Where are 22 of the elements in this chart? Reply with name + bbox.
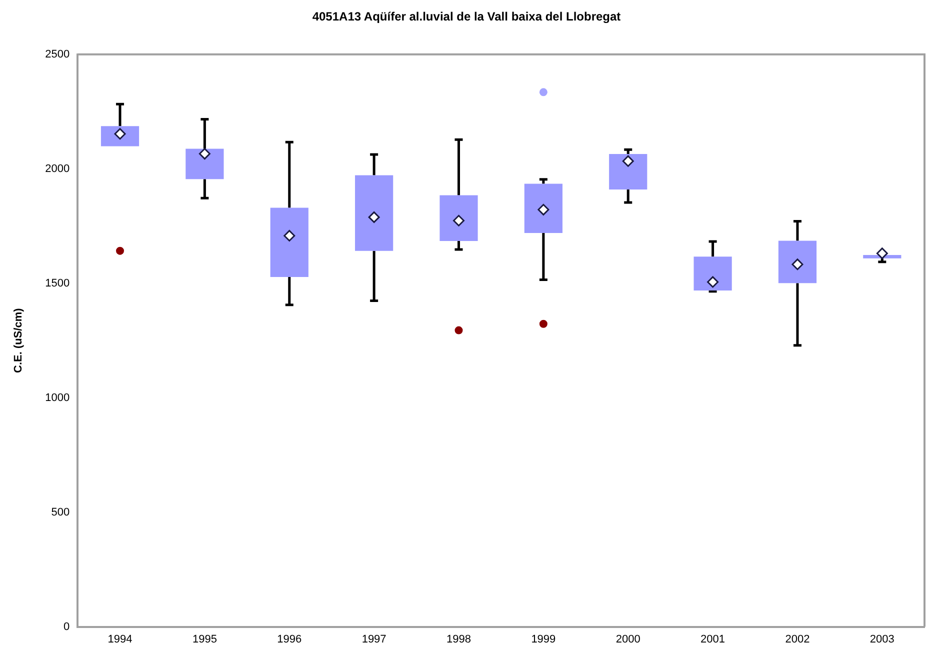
y-tick-label: 1500 — [45, 277, 70, 290]
point — [454, 326, 463, 334]
x-tick-label: 1998 — [446, 633, 471, 646]
y-axis-title: C.E. (uS/cm) — [12, 308, 25, 373]
y-tick-label: 2500 — [45, 48, 70, 60]
x-tick-label: 1999 — [531, 633, 556, 646]
x-tick-label: 2000 — [616, 633, 640, 646]
point — [539, 320, 548, 328]
x-tick-label: 1995 — [192, 633, 217, 646]
y-tick-label: 1000 — [45, 392, 70, 404]
chart-title: 4051A13 Aqüífer al.luvial de la Vall baixa del Llobregat — [312, 10, 621, 24]
x-tick-label: 2003 — [870, 633, 894, 646]
y-tick-label: 500 — [51, 506, 70, 518]
x-tick-label: 2001 — [700, 633, 726, 646]
x-tick-label: 1997 — [362, 633, 386, 646]
point — [116, 246, 124, 255]
y-tick-label: 0 — [64, 620, 70, 633]
x-tick-label: 1996 — [277, 633, 302, 646]
x-tick-label: 2002 — [785, 633, 810, 646]
x-tick-label: 1994 — [108, 633, 132, 646]
y-tick-label: 2000 — [45, 162, 70, 175]
point — [539, 88, 548, 96]
